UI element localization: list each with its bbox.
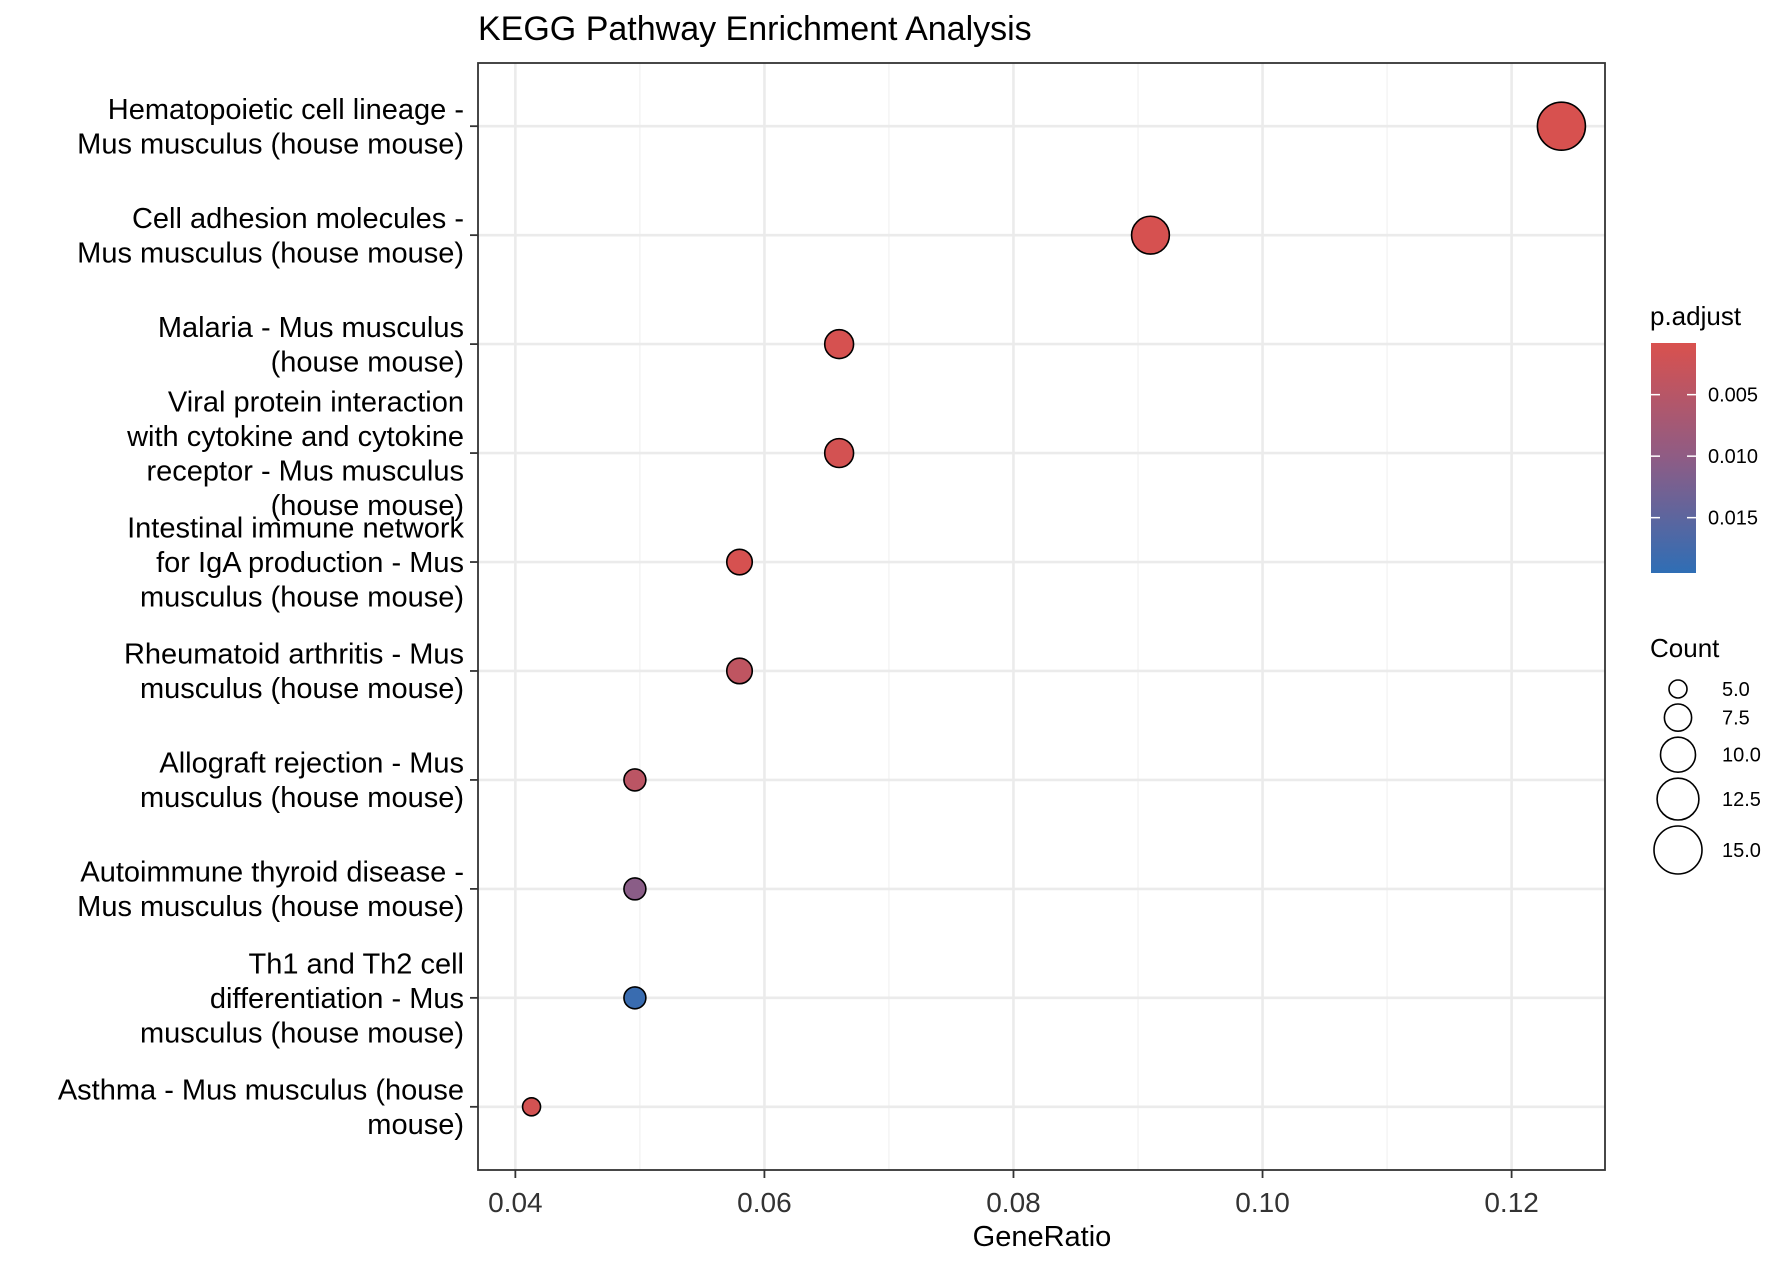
data-point [725,548,754,576]
plot-grid [478,63,1605,1170]
data-point [623,986,647,1010]
data-points [521,101,1587,1117]
y-tick-label: Asthma - Mus musculus (house mouse) [58,1075,464,1142]
color-legend-title: p.adjust [1650,301,1742,331]
plot-panel-border [477,62,1606,1171]
data-point [1130,215,1171,255]
size-legend-circle [1656,777,1700,821]
data-point [623,768,647,792]
size-legend-circle [1663,703,1693,733]
size-legend-label: 12.5 [1722,789,1761,811]
color-legend-label: 0.010 [1708,446,1758,468]
size-legend-label: 5.0 [1722,679,1750,701]
y-tick-label: Autoimmune thyroid disease -Mus musculus… [77,857,464,924]
size-legend-circle [1653,825,1703,875]
data-point [521,1097,542,1117]
size-legend: Count 5.0 7.5 10.0 12.5 15.0 [1650,633,1761,875]
y-tick-label: Rheumatoid arthritis - Mus musculus (hous… [124,639,464,706]
y-axis: Hematopoietic cell lineage -Mus musculus… [58,94,478,1141]
x-tick-label: 0.10 [1235,1187,1290,1218]
x-axis: 0.04 0.06 0.08 0.10 0.12 [488,1170,1539,1218]
y-tick-label: Cell adhesion molecules -Mus musculus (h… [77,203,464,270]
x-tick-label: 0.08 [986,1187,1041,1218]
data-point [823,328,855,360]
size-legend-label: 10.0 [1722,745,1761,767]
size-legend-title: Count [1650,633,1720,663]
color-legend-bar [1651,343,1696,573]
y-tick-label: Hematopoietic cell lineage -Mus musculus… [77,94,464,161]
y-tick-label: Malaria - Mus musculus (house mouse) [158,312,464,379]
x-tick-label: 0.06 [737,1187,792,1218]
x-tick-label: 0.04 [488,1187,543,1218]
color-legend-label: 0.015 [1708,508,1758,530]
size-legend-label: 7.5 [1722,708,1750,730]
size-legend-circle [1668,679,1688,699]
y-tick-label: Th1 and Th2 cell differentiation - Mus mus… [140,948,464,1049]
y-tick-label: Viral protein interaction with cytokine a… [126,386,464,521]
color-legend-label: 0.005 [1708,385,1758,407]
data-point [623,877,647,901]
x-tick-label: 0.12 [1484,1187,1539,1218]
color-legend: p.adjust 0.005 0.010 0.015 [1650,301,1758,573]
size-legend-circle [1659,736,1697,773]
chart-title: KEGG Pathway Enrichment Analysis [478,10,1032,48]
size-legend-label: 15.0 [1722,840,1761,862]
data-point [725,657,754,685]
data-point [823,437,855,469]
x-axis-title: GeneRatio [973,1221,1112,1253]
y-tick-label: Allograft rejection - Mus musculus (house… [140,748,464,815]
data-point [1536,101,1587,151]
y-tick-label: Intestinal immune network for IgA product… [127,513,464,614]
